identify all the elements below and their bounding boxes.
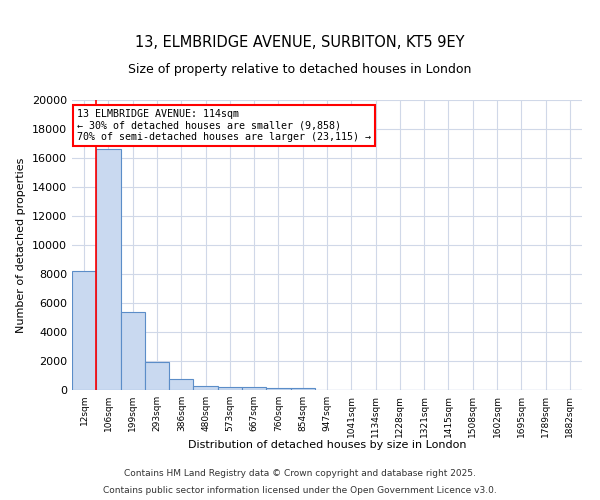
Text: 13, ELMBRIDGE AVENUE, SURBITON, KT5 9EY: 13, ELMBRIDGE AVENUE, SURBITON, KT5 9EY xyxy=(135,35,465,50)
Bar xyxy=(145,362,169,390)
Text: Contains HM Land Registry data © Crown copyright and database right 2025.: Contains HM Land Registry data © Crown c… xyxy=(124,468,476,477)
Bar xyxy=(121,312,145,390)
Y-axis label: Number of detached properties: Number of detached properties xyxy=(16,158,26,332)
Bar xyxy=(193,386,218,390)
Bar xyxy=(72,271,96,390)
Bar xyxy=(96,150,121,390)
Bar xyxy=(218,387,242,390)
Bar xyxy=(242,388,266,390)
X-axis label: Distribution of detached houses by size in London: Distribution of detached houses by size … xyxy=(188,440,466,450)
Bar xyxy=(169,379,193,390)
Bar xyxy=(290,388,315,390)
Text: Contains public sector information licensed under the Open Government Licence v3: Contains public sector information licen… xyxy=(103,486,497,495)
Text: 13 ELMBRIDGE AVENUE: 114sqm
← 30% of detached houses are smaller (9,858)
70% of : 13 ELMBRIDGE AVENUE: 114sqm ← 30% of det… xyxy=(77,108,371,142)
Bar xyxy=(266,388,290,390)
Text: Size of property relative to detached houses in London: Size of property relative to detached ho… xyxy=(128,62,472,76)
